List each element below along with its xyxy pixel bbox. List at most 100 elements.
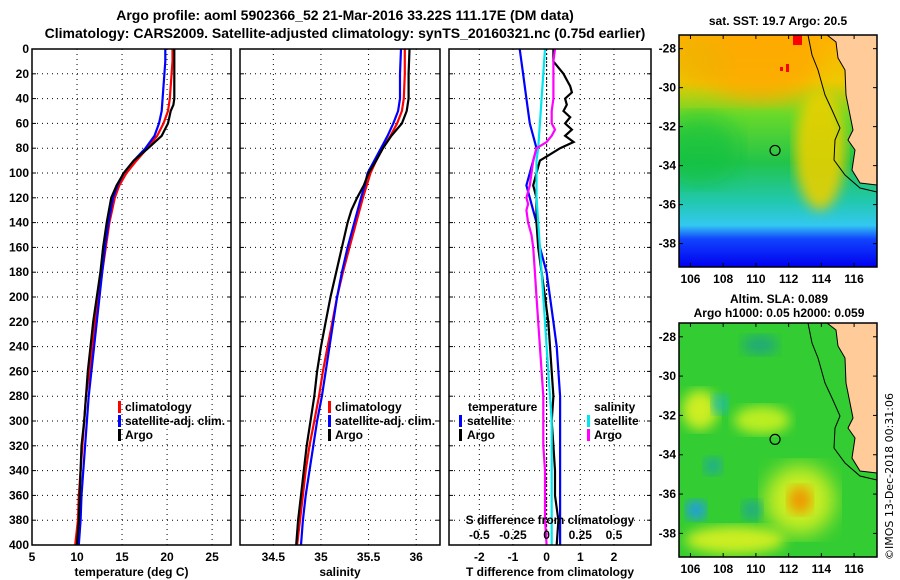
legend-label: satellite [594, 414, 639, 428]
isobath-line [807, 35, 877, 193]
legend-label: Argo [335, 428, 363, 442]
lat-tick-label: -38 [659, 237, 677, 251]
title-line-2: Climatology: CARS2009. Satellite-adjuste… [45, 25, 646, 41]
legend-label: Argo [467, 428, 495, 442]
legend-label: satellite [467, 414, 512, 428]
sla-low-patch [686, 500, 706, 520]
legend-swatch [328, 401, 331, 413]
lon-tick-label: 106 [680, 562, 700, 576]
y-tick-label: 120 [9, 191, 29, 205]
x-axis-label: temperature (deg C) [74, 565, 188, 579]
x-tick-label: -2 [474, 550, 485, 564]
y-tick-label: 400 [9, 538, 29, 552]
series-line-argo [75, 49, 176, 545]
panel-frame [239, 48, 441, 546]
imos-timestamp: ©IMOS 13-Dec-2018 00:31:06 [883, 393, 896, 560]
y-tick-label: 380 [9, 513, 29, 527]
lon-tick-label: 110 [746, 272, 766, 286]
series-line-t-satellite [518, 49, 562, 545]
profile-lines [518, 49, 576, 545]
argo-position-marker [769, 144, 781, 157]
lon-tick-label: 114 [812, 562, 832, 576]
legend-swatch [118, 401, 121, 413]
sla-map-subtitle: Argo h1000: 0.05 h2000: 0.059 [694, 306, 865, 320]
s-tick-label: -0.25 [499, 528, 527, 542]
sst-warm-patch [700, 35, 820, 100]
lat-tick-label: -36 [659, 198, 677, 212]
legend-label: satellite-adj. clim. [125, 414, 225, 428]
lat-tick-label: -32 [659, 408, 677, 422]
profile-lines [74, 49, 176, 545]
sst-warm-patch-west [679, 35, 730, 85]
x-axis-label: T difference from climatology [466, 565, 634, 579]
legend-label: satellite-adj. clim. [335, 414, 435, 428]
x-tick-label: -1 [508, 550, 519, 564]
sla-low-patch [742, 500, 762, 520]
legend-label: climatology [335, 400, 402, 414]
legend-swatch [587, 429, 590, 441]
x-axis-label: salinity [319, 565, 361, 579]
s-axis-label: S difference from climatology [466, 513, 635, 527]
lon-tick-label: 114 [812, 272, 832, 286]
legend-swatch [459, 415, 462, 427]
x-tick-label: 1 [577, 550, 584, 564]
sst-map-axes: 106 108 110 112 114 116 -28 -30 -32 -34 -36 -38 [659, 35, 877, 286]
y-tick-label: 220 [9, 315, 29, 329]
x-tick-label: 34.5 [262, 550, 286, 564]
legend-heading-temperature: temperature [468, 400, 538, 414]
sla-high-patch [734, 406, 790, 434]
x-tick-label: 25 [205, 550, 219, 564]
lat-tick-label: -34 [659, 159, 677, 173]
y-tick-label: 180 [9, 265, 29, 279]
lat-tick-label: -38 [659, 526, 677, 540]
lon-tick-label: 110 [746, 562, 766, 576]
panel-frame [448, 48, 652, 546]
legend-swatch [328, 429, 331, 441]
legend-label: Argo [125, 428, 153, 442]
legend-swatch [328, 415, 331, 427]
y-tick-label: 360 [9, 488, 29, 502]
lat-tick-label: -32 [659, 120, 677, 134]
land-australia [827, 35, 877, 185]
sst-coastal-band [795, 90, 845, 210]
isobath-line [807, 323, 877, 481]
y-tick-label: 40 [16, 92, 30, 106]
lon-tick-label: 106 [680, 272, 700, 286]
land-australia [827, 323, 877, 473]
series-line-t-argo [532, 49, 576, 545]
x-tick-label: 10 [70, 550, 84, 564]
lon-tick-label: 116 [844, 562, 864, 576]
y-tick-label: 0 [22, 42, 29, 56]
sla-low-patch [742, 335, 778, 355]
y-tick-label: 100 [9, 166, 29, 180]
lat-tick-label: -30 [659, 81, 677, 95]
series-line-climatology [296, 49, 406, 545]
legend-label: climatology [125, 400, 192, 414]
s-tick-label: 0.5 [606, 528, 623, 542]
legend-label: Argo [594, 428, 622, 442]
sla-map: Altim. SLA: 0.089 Argo h1000: 0.05 h2000… [659, 292, 878, 576]
y-tick-label: 20 [16, 67, 30, 81]
sla-map-frame [678, 322, 878, 558]
x-tick-label: 35 [314, 550, 328, 564]
profile-lines [295, 49, 411, 545]
y-tick-label: 300 [9, 414, 29, 428]
y-tick-label: 80 [16, 141, 30, 155]
series-line-s-argo [525, 49, 557, 545]
series-line-satellite-adj-clim- [77, 49, 167, 545]
sst-hot-pixel [780, 67, 783, 71]
legend-swatch [118, 429, 121, 441]
sst-hot-pixel [793, 35, 802, 45]
series-line-satellite-adj-clim- [299, 49, 403, 545]
s-tick-label: 0 [543, 528, 550, 542]
legend-heading-salinity: salinity [594, 400, 636, 414]
sst-map-title: sat. SST: 19.7 Argo: 20.5 [709, 14, 848, 28]
sst-green-patch [679, 115, 740, 185]
s-tick-label: 0.25 [569, 528, 593, 542]
salinity-panel: 34.5 35 35.5 36 salinity climatologysatellite… [239, 48, 441, 579]
x-tick-label: 5 [29, 550, 36, 564]
lat-tick-label: -36 [659, 487, 677, 501]
lat-tick-label: -28 [659, 42, 677, 56]
s-tick-label: -0.5 [469, 528, 490, 542]
legend-swatch [459, 429, 462, 441]
